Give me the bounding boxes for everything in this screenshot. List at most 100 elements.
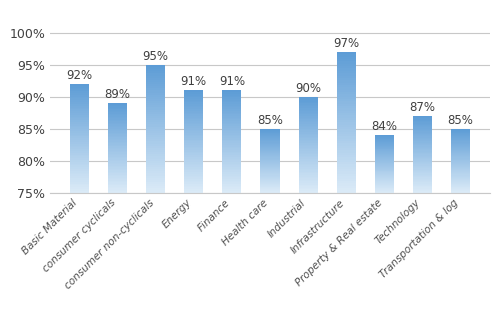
Bar [298,138,318,140]
Bar [336,176,355,179]
Bar [146,73,165,75]
Bar [108,106,127,108]
Bar [413,173,432,175]
Bar [222,113,242,114]
Bar [298,148,318,149]
Bar [413,159,432,161]
Bar [184,181,204,182]
Bar [146,139,165,141]
Bar [70,122,89,124]
Bar [413,180,432,181]
Bar [146,146,165,148]
Bar [108,152,127,154]
Bar [336,73,355,75]
Bar [375,148,394,149]
Bar [451,186,470,187]
Bar [336,122,355,125]
Bar [260,140,280,141]
Bar [184,121,204,123]
Bar [413,139,432,140]
Bar [146,129,165,131]
Bar [260,158,280,160]
Bar [336,97,355,99]
Bar [451,140,470,141]
Bar [413,166,432,167]
Bar [70,109,89,111]
Bar [260,181,280,182]
Bar [146,144,165,146]
Bar [108,145,127,146]
Bar [108,191,127,193]
Bar [413,189,432,190]
Bar [108,137,127,139]
Bar [336,118,355,120]
Bar [184,148,204,150]
Bar [413,148,432,149]
Bar [222,191,242,193]
Bar [413,191,432,193]
Bar [413,168,432,170]
Bar [70,100,89,102]
Bar [336,148,355,150]
Bar [336,57,355,59]
Bar [298,165,318,167]
Bar [298,169,318,170]
Bar [222,172,242,174]
Bar [336,66,355,68]
Bar [260,161,280,162]
Bar [298,106,318,108]
Bar [146,152,165,154]
Bar [298,137,318,138]
Bar [108,140,127,142]
Bar [298,113,318,114]
Bar [375,153,394,154]
Bar [108,134,127,136]
Bar [70,140,89,142]
Bar [70,117,89,119]
Bar [184,119,204,121]
Bar [375,176,394,177]
Bar [260,145,280,146]
Bar [336,78,355,80]
Bar [222,128,242,129]
Bar [298,183,318,185]
Bar [184,124,204,126]
Bar [375,150,394,151]
Bar [184,191,204,193]
Bar [184,188,204,189]
Bar [108,117,127,118]
Bar [184,114,204,116]
Bar [336,113,355,115]
Bar [260,135,280,136]
Bar [108,188,127,190]
Bar [184,136,204,138]
Bar [260,157,280,158]
Bar [108,114,127,115]
Bar [146,137,165,139]
Bar [336,75,355,78]
Bar [451,182,470,183]
Bar [451,152,470,153]
Bar [375,163,394,164]
Bar [108,172,127,173]
Bar [108,170,127,172]
Bar [451,179,470,180]
Bar [260,134,280,135]
Bar [375,189,394,190]
Bar [298,188,318,189]
Bar [336,64,355,66]
Bar [375,164,394,165]
Bar [70,145,89,147]
Bar [70,171,89,173]
Bar [70,91,89,93]
Bar [222,148,242,150]
Bar [375,167,394,168]
Bar [375,161,394,162]
Bar [70,151,89,153]
Bar [451,148,470,149]
Bar [336,183,355,186]
Bar [298,98,318,100]
Bar [108,139,127,140]
Bar [298,191,318,193]
Bar [451,146,470,147]
